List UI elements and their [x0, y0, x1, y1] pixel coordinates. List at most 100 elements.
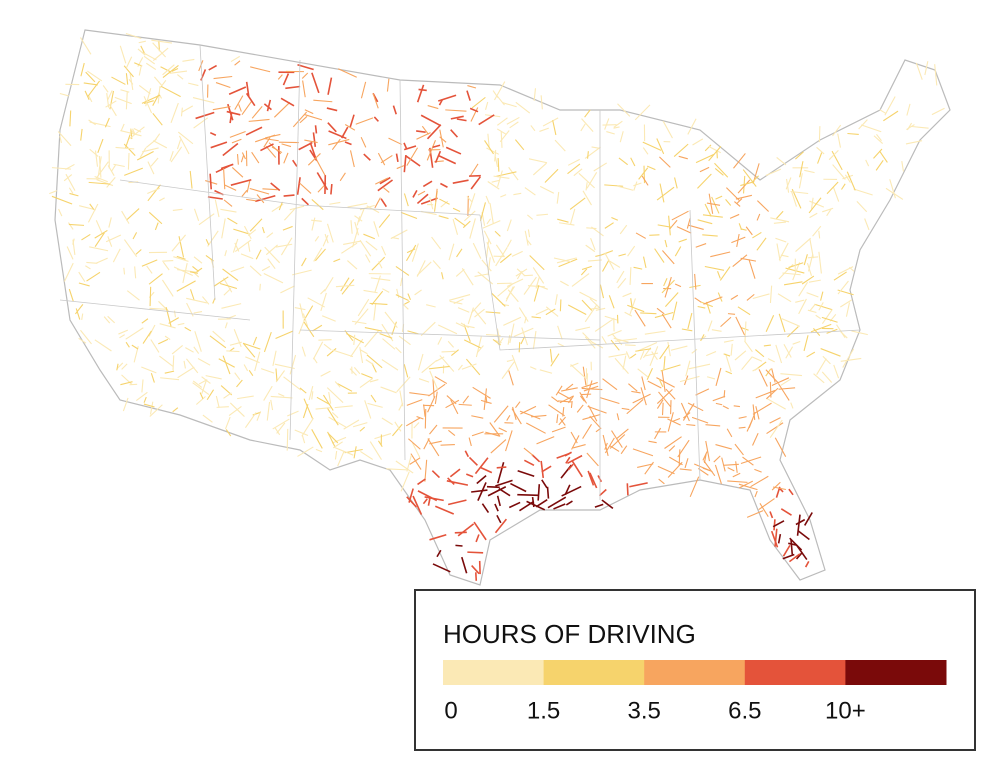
- road: [249, 187, 270, 195]
- road: [246, 198, 257, 202]
- road: [581, 387, 603, 391]
- road: [648, 440, 657, 444]
- road: [506, 239, 512, 248]
- road: [767, 358, 775, 363]
- road: [260, 143, 274, 152]
- legend-swatch: [644, 660, 746, 685]
- road: [439, 198, 450, 205]
- road: [740, 181, 754, 187]
- road: [441, 272, 444, 280]
- road: [546, 486, 550, 499]
- road: [475, 534, 480, 543]
- road: [714, 464, 722, 484]
- road: [275, 370, 285, 383]
- road: [658, 478, 665, 485]
- road: [594, 503, 604, 508]
- road: [403, 364, 409, 378]
- road: [703, 296, 723, 305]
- road: [375, 177, 389, 185]
- road: [301, 197, 310, 206]
- road: [355, 117, 374, 125]
- road: [777, 533, 782, 544]
- road: [841, 183, 846, 190]
- road: [159, 355, 174, 367]
- road: [332, 349, 354, 358]
- road: [494, 230, 501, 237]
- road: [199, 392, 204, 400]
- road: [183, 360, 186, 369]
- road: [427, 498, 431, 506]
- road: [429, 533, 447, 541]
- road: [369, 441, 382, 460]
- road: [192, 96, 215, 104]
- road: [400, 471, 410, 492]
- road: [671, 210, 689, 221]
- road: [931, 107, 945, 116]
- road: [299, 182, 312, 194]
- road: [727, 480, 748, 483]
- road: [738, 480, 754, 489]
- road: [570, 364, 586, 379]
- road: [251, 151, 260, 164]
- road: [725, 353, 732, 372]
- road: [742, 169, 757, 187]
- road: [437, 324, 458, 335]
- road: [311, 219, 322, 222]
- road: [80, 329, 92, 345]
- road: [215, 82, 231, 89]
- road: [418, 378, 430, 383]
- road: [684, 458, 689, 469]
- road: [374, 433, 392, 440]
- road: [494, 503, 499, 512]
- road: [496, 514, 502, 524]
- road: [193, 346, 200, 354]
- state-border: [59, 44, 861, 500]
- road: [537, 484, 541, 501]
- road: [469, 163, 479, 177]
- road: [561, 485, 582, 497]
- road: [461, 363, 477, 370]
- road: [403, 145, 417, 151]
- road: [429, 370, 439, 390]
- road: [734, 350, 747, 361]
- road: [449, 300, 463, 305]
- road: [752, 356, 763, 362]
- road: [333, 258, 341, 263]
- road: [219, 282, 238, 290]
- road: [202, 296, 210, 305]
- road: [659, 344, 670, 360]
- road: [516, 268, 525, 276]
- road: [192, 382, 210, 395]
- road: [229, 130, 246, 138]
- road: [470, 107, 479, 122]
- road: [327, 77, 333, 95]
- road: [250, 66, 271, 73]
- road: [671, 301, 678, 321]
- road: [876, 133, 882, 142]
- road: [181, 105, 194, 113]
- road: [96, 257, 108, 264]
- road: [216, 406, 229, 408]
- road: [704, 144, 712, 152]
- road: [523, 276, 537, 295]
- road: [347, 202, 368, 208]
- road: [249, 218, 263, 232]
- road: [359, 426, 366, 432]
- road: [485, 396, 488, 404]
- road: [159, 80, 167, 89]
- road: [531, 414, 547, 418]
- road: [790, 190, 809, 195]
- road: [813, 373, 825, 384]
- road: [736, 198, 743, 204]
- road: [301, 346, 306, 357]
- road: [248, 369, 254, 377]
- road: [337, 383, 353, 392]
- road: [477, 482, 487, 501]
- road: [169, 70, 188, 74]
- road: [714, 162, 729, 178]
- road: [510, 482, 527, 493]
- road: [435, 356, 445, 362]
- road: [565, 500, 573, 506]
- road: [700, 301, 713, 308]
- road: [799, 161, 804, 178]
